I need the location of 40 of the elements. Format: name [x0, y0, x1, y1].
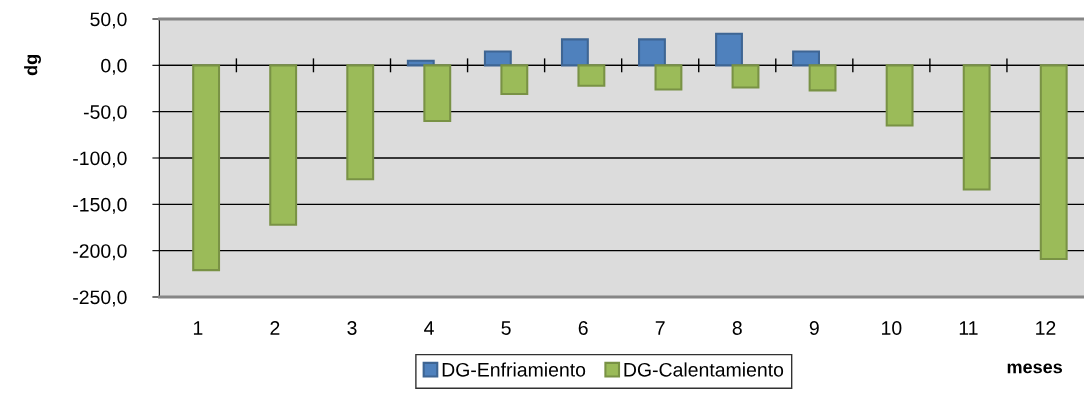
bar — [885, 64, 914, 127]
legend-label: DG-Calentamiento — [624, 362, 784, 377]
y-tick-label: -50,0 — [83, 105, 127, 122]
y-axis-title: dg — [24, 55, 41, 76]
x-axis-title: meses — [1007, 363, 1062, 374]
bar — [808, 64, 837, 92]
bar — [638, 38, 666, 67]
legend-label: DG-Enfriamiento — [442, 362, 586, 377]
x-tick-label: 2 — [270, 321, 280, 335]
y-tick-label: 0,0 — [101, 58, 127, 75]
bar — [731, 64, 760, 89]
y-tick-label: -100,0 — [73, 151, 127, 168]
bar — [269, 64, 298, 226]
y-tick-label: 50,0 — [90, 12, 127, 29]
bar — [1039, 64, 1068, 261]
x-tick-label: 10 — [882, 321, 902, 335]
x-tick-label: 12 — [1036, 321, 1056, 335]
bar — [483, 50, 512, 67]
y-tick-label: -150,0 — [73, 197, 127, 214]
x-tick-label: 1 — [193, 321, 203, 335]
y-tick-label: -200,0 — [73, 244, 127, 261]
y-tick-label: -250,0 — [73, 290, 127, 307]
bar — [792, 50, 821, 67]
x-tick-label: 8 — [732, 321, 742, 335]
bar — [577, 64, 606, 87]
x-tick-label: 7 — [655, 321, 665, 335]
x-tick-label: 5 — [501, 321, 511, 335]
x-tick-label: 9 — [809, 321, 819, 335]
bar — [500, 64, 529, 96]
bar — [654, 64, 683, 91]
x-tick-label: 4 — [424, 321, 434, 335]
bar — [715, 32, 743, 67]
bar — [346, 64, 375, 181]
bar — [560, 38, 589, 67]
x-tick-label: 11 — [959, 321, 978, 335]
bar — [962, 64, 991, 191]
x-tick-label: 6 — [578, 321, 588, 335]
bar — [423, 64, 452, 122]
bar — [192, 64, 221, 272]
x-tick-label: 3 — [347, 321, 357, 335]
